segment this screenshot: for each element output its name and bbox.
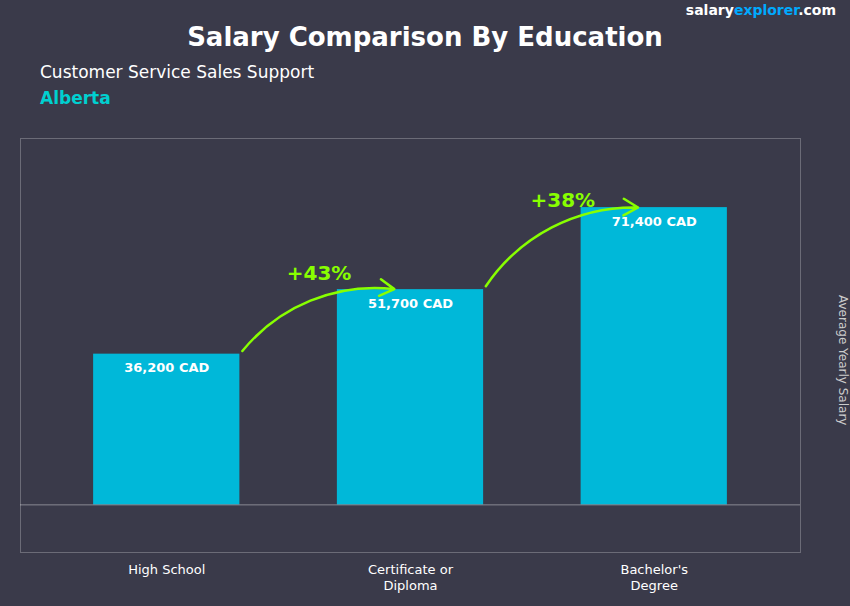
html-text:Salary Comparison By Education: Salary Comparison By Education (187, 22, 663, 52)
svg-text:36,200 CAD: 36,200 CAD (124, 360, 209, 375)
html-text:salary explorer.com: salary explorer.com (685, 2, 836, 18)
svg-text:Certificate orDiploma: Certificate orDiploma (368, 561, 454, 593)
html-text:Average Yearly Salary: Average Yearly Salary (836, 294, 850, 426)
html-text:Alberta: Alberta (40, 88, 111, 108)
html-text:Customer Service Sales Support: Customer Service Sales Support (40, 62, 315, 82)
svg-text:71,400 CAD: 71,400 CAD (612, 214, 697, 229)
svg-text:High School: High School (128, 561, 205, 576)
svg-text:51,700 CAD: 51,700 CAD (368, 296, 453, 311)
svg-text:+38%: +38% (531, 188, 596, 212)
svg-text:Bachelor'sDegree: Bachelor'sDegree (620, 561, 688, 593)
svg-text:+43%: +43% (287, 261, 352, 285)
